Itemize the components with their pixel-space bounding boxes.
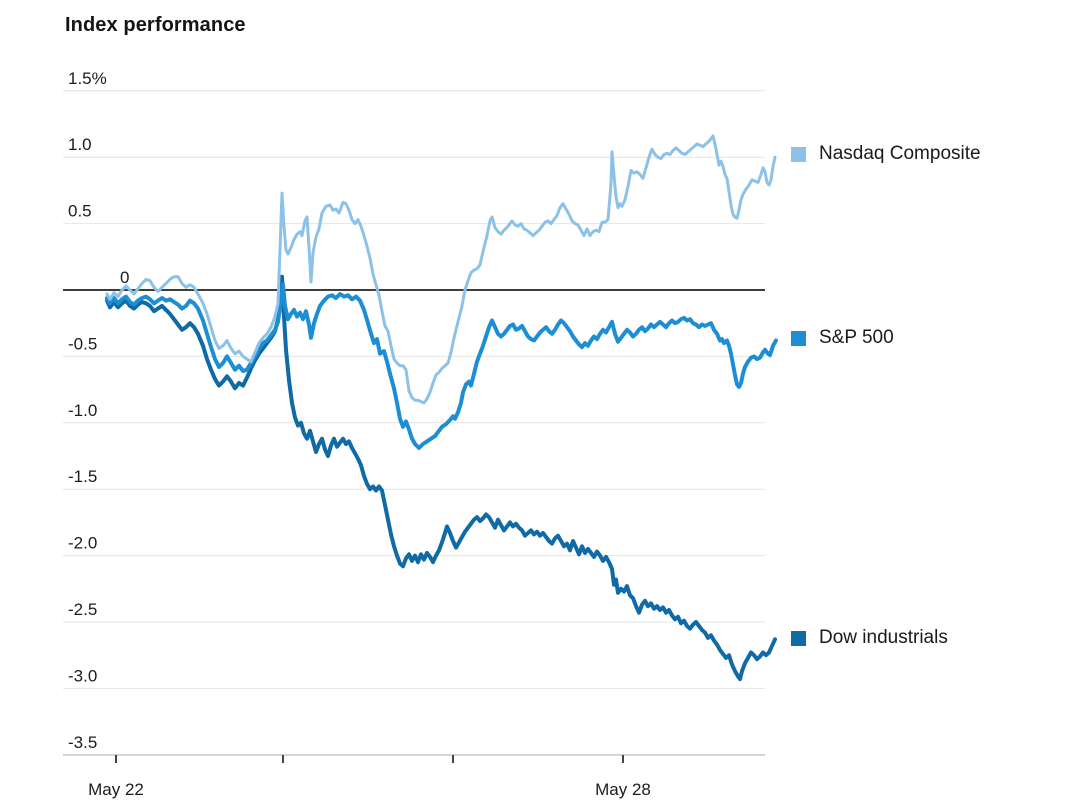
y-axis-label: -2.0 [68, 534, 97, 553]
y-axis-label: -2.5 [68, 600, 97, 619]
legend-label-sp500: S&P 500 [819, 327, 894, 348]
y-axis-label: -1.0 [68, 401, 97, 420]
legend-item-sp500: S&P 500 [791, 327, 894, 349]
legend-label-dow: Dow industrials [819, 627, 948, 648]
y-axis-label: -0.5 [68, 334, 97, 353]
legend-item-dow: Dow industrials [791, 627, 948, 649]
y-axis-label: -3.5 [68, 733, 97, 752]
nasdaq-composite-line [105, 134, 777, 405]
y-axis-label: -3.0 [68, 666, 97, 685]
page-title: Index performance [65, 14, 246, 36]
dow-swatch-icon [791, 630, 806, 646]
y-axis-label: 1.5% [68, 69, 107, 88]
legend-label-nasdaq: Nasdaq Composite [819, 143, 981, 164]
y-axis-label: 0 [120, 268, 129, 287]
nasdaq-swatch-icon [791, 146, 806, 162]
x-axis-label: May 22 [88, 780, 144, 799]
legend-item-nasdaq: Nasdaq Composite [791, 143, 981, 165]
x-axis-label: May 28 [595, 780, 651, 799]
y-axis-label: 0.5 [68, 202, 92, 221]
s-p-500-line [105, 282, 778, 450]
sp500-swatch-icon [791, 330, 806, 346]
y-axis-label: 1.0 [68, 135, 92, 154]
dow-industrials-line [105, 274, 777, 682]
y-axis-label: -1.5 [68, 467, 97, 486]
